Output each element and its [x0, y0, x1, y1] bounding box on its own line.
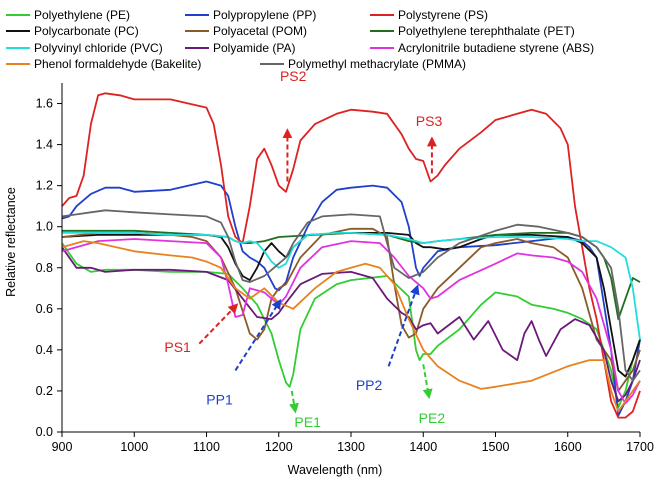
series-line-pp	[61, 180, 641, 417]
series-line-abs	[61, 238, 641, 405]
annotation-arrow-pe1	[289, 390, 299, 414]
y-tick-label: 1.4	[36, 138, 53, 152]
x-tick-label: 900	[52, 440, 73, 454]
series-line-pmma	[61, 209, 641, 382]
series-line-pa	[61, 246, 641, 403]
legend: Polyethylene (PE) Polypropylene (PP) Polys…	[6, 8, 594, 71]
x-tick-label: 1000	[120, 440, 148, 454]
annotation-arrow-pp2	[387, 284, 420, 367]
legend-label-pom: Polyacetal (POM)	[213, 24, 307, 38]
legend-label-pp: Polypropylene (PP)	[213, 8, 316, 22]
legend-label-pe: Polyethylene (PE)	[34, 8, 130, 22]
annotation-label-ps3: PS3	[416, 113, 443, 129]
x-tick-label: 1100	[193, 440, 220, 454]
legend-label-pc: Polycarbonate (PC)	[34, 24, 139, 38]
annotation-label-pe1: PE1	[294, 414, 321, 430]
y-tick-label: 0.8	[36, 261, 53, 275]
x-tick-label: 1500	[482, 440, 510, 454]
x-tick-label: 1400	[409, 440, 437, 454]
axes: 900 1000 1100 1200 1300 1400 1500 1600 1700 0.00…	[4, 83, 654, 477]
annotation-label-ps2: PS2	[280, 68, 307, 84]
annotation-label-pp2: PP2	[356, 377, 383, 393]
series-line-ps	[61, 92, 641, 419]
y-tick-label: 0.2	[36, 384, 53, 398]
annotation-layer: PS1 PS2 PS3 PP1 PP2 PE1 PE2	[164, 68, 445, 430]
x-ticks: 900 1000 1100 1200 1300 1400 1500 1600 1700	[52, 432, 654, 454]
legend-label-abs: Acrylonitrile butadiene styrene (ABS)	[398, 41, 594, 55]
legend-label-pa: Polyamide (PA)	[213, 41, 295, 55]
legend-label-bakelite: Phenol formaldehyde (Bakelite)	[34, 57, 201, 71]
y-tick-label: 0.6	[36, 302, 53, 316]
legend-label-ps: Polystyrene (PS)	[398, 8, 488, 22]
legend-label-pet: Polyethylene terephthalate (PET)	[398, 24, 575, 38]
series-line-pvc	[62, 231, 641, 340]
annotation-arrow-ps1	[198, 303, 239, 345]
annotation-label-ps1: PS1	[164, 339, 191, 355]
series-line-pe	[61, 242, 641, 409]
x-tick-label: 1700	[626, 440, 654, 454]
annotation-label-pp1: PP1	[206, 391, 233, 407]
x-axis-label: Wavelength (nm)	[288, 463, 383, 477]
series-layer	[61, 92, 641, 419]
x-tick-label: 1300	[337, 440, 365, 454]
y-tick-label: 1.0	[36, 220, 53, 234]
y-tick-label: 0.4	[36, 343, 53, 357]
y-axis-label: Relative reflectance	[4, 187, 18, 297]
series-line-pet	[62, 229, 641, 321]
x-tick-label: 1600	[554, 440, 582, 454]
series-line-bakelite	[61, 240, 641, 413]
annotation-arrow-pe2	[422, 364, 433, 400]
y-tick-label: 0.0	[36, 425, 53, 439]
annotation-label-pe2: PE2	[419, 410, 446, 426]
legend-label-pmma: Polymethyl methacrylate (PMMA)	[288, 57, 466, 71]
x-tick-label: 1200	[265, 440, 293, 454]
y-ticks: 0.0 0.2 0.4 0.6 0.8 1.0 1.2 1.4 1.6	[36, 97, 62, 439]
legend-label-pvc: Polyvinyl chloride (PVC)	[34, 41, 163, 55]
series-line-pc	[61, 231, 641, 378]
y-tick-label: 1.6	[36, 97, 53, 111]
y-tick-label: 1.2	[36, 179, 53, 193]
annotation-arrow-pp1	[234, 298, 282, 371]
